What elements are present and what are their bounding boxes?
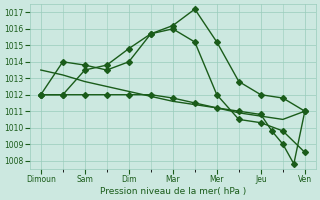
X-axis label: Pression niveau de la mer( hPa ): Pression niveau de la mer( hPa ) [100,187,246,196]
